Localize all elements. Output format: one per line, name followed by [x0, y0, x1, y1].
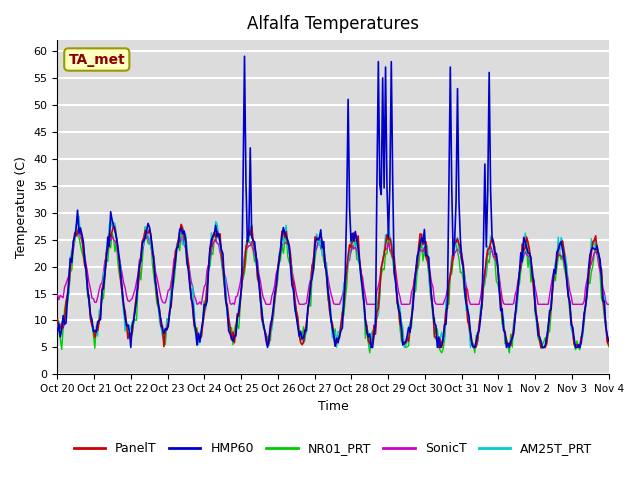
PanelT [72, 233, 80, 239]
AM25T_PRT [75, 214, 83, 219]
HMP60 [605, 338, 612, 344]
PanelT [531, 300, 539, 305]
SonicT [340, 286, 348, 292]
PanelT [54, 316, 61, 322]
AM25T_PRT [531, 296, 539, 301]
NR01_PRT [531, 312, 539, 317]
SonicT [193, 301, 201, 307]
PanelT [604, 339, 611, 345]
AM25T_PRT [72, 222, 80, 228]
Title: Alfalfa Temperatures: Alfalfa Temperatures [247, 15, 419, 33]
PanelT [339, 311, 346, 317]
Line: HMP60: HMP60 [58, 56, 609, 348]
Line: AM25T_PRT: AM25T_PRT [58, 216, 609, 348]
SonicT [449, 257, 457, 263]
SonicT [91, 300, 99, 305]
PanelT [605, 342, 612, 348]
Legend: PanelT, HMP60, NR01_PRT, SonicT, AM25T_PRT: PanelT, HMP60, NR01_PRT, SonicT, AM25T_P… [68, 437, 597, 460]
HMP60 [449, 252, 457, 258]
Line: PanelT: PanelT [58, 224, 609, 348]
X-axis label: Time: Time [317, 400, 348, 413]
SonicT [72, 231, 80, 237]
NR01_PRT [54, 316, 61, 322]
AM25T_PRT [605, 337, 612, 343]
NR01_PRT [604, 333, 611, 339]
NR01_PRT [339, 309, 346, 314]
NR01_PRT [449, 257, 457, 263]
AM25T_PRT [91, 329, 99, 335]
AM25T_PRT [333, 345, 340, 350]
NR01_PRT [366, 350, 374, 356]
SonicT [531, 286, 539, 291]
HMP60 [72, 225, 80, 231]
AM25T_PRT [54, 324, 61, 330]
PanelT [90, 326, 97, 332]
SonicT [74, 231, 81, 237]
AM25T_PRT [340, 280, 348, 286]
SonicT [54, 291, 61, 297]
Text: TA_met: TA_met [68, 52, 125, 67]
Line: NR01_PRT: NR01_PRT [58, 227, 609, 353]
PanelT [435, 345, 443, 350]
NR01_PRT [141, 224, 149, 230]
HMP60 [241, 53, 248, 59]
HMP60 [604, 332, 611, 338]
HMP60 [340, 299, 348, 305]
NR01_PRT [90, 332, 97, 337]
PanelT [449, 247, 457, 252]
HMP60 [54, 329, 61, 335]
SonicT [604, 301, 611, 307]
PanelT [177, 221, 185, 227]
HMP60 [127, 345, 134, 350]
NR01_PRT [72, 227, 80, 233]
AM25T_PRT [604, 333, 611, 339]
HMP60 [531, 308, 539, 313]
Line: SonicT: SonicT [58, 234, 609, 304]
NR01_PRT [605, 344, 612, 349]
AM25T_PRT [449, 250, 457, 255]
SonicT [605, 301, 612, 307]
HMP60 [90, 328, 97, 334]
Y-axis label: Temperature (C): Temperature (C) [15, 156, 28, 258]
